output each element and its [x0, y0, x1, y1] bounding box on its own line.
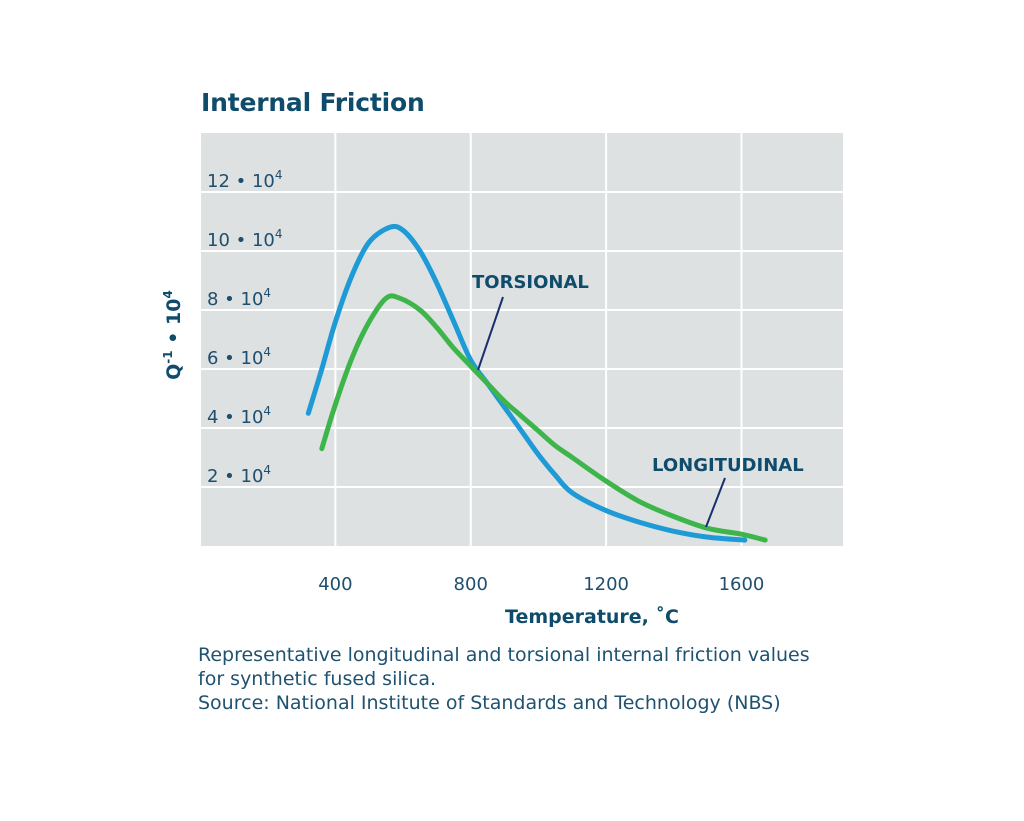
- x-tick-labels: 400 800 1200 1600: [318, 574, 764, 595]
- y-tick-label: 12 • 104: [207, 168, 283, 192]
- y-tick-label: 2 • 104: [207, 463, 271, 487]
- caption-line: for synthetic fused silica.: [198, 668, 437, 690]
- caption-line: Source: National Institute of Standards …: [198, 692, 781, 714]
- x-tick-label: 1600: [719, 574, 765, 595]
- y-tick-label: 6 • 104: [207, 345, 271, 369]
- y-tick-label: 10 • 104: [207, 227, 283, 251]
- y-tick-labels: 2 • 104 4 • 104 6 • 104 8 • 104 10 • 104 12 •…: [207, 168, 283, 487]
- torsional-annotation: TORSIONAL: [472, 272, 589, 293]
- annotations: TORSIONAL LONGITUDINAL: [472, 272, 804, 528]
- longitudinal-leader-line: [705, 477, 726, 528]
- torsional-leader-line: [477, 296, 504, 371]
- longitudinal-series-line: [319, 293, 768, 543]
- y-tick-label: 4 • 104: [207, 404, 271, 428]
- series: [305, 223, 768, 543]
- x-tick-label: 800: [454, 574, 488, 595]
- chart-title: Internal Friction: [201, 88, 425, 117]
- x-axis-label: Temperature, ˚C: [505, 605, 679, 628]
- x-tick-label: 1200: [583, 574, 629, 595]
- x-tick-label: 400: [318, 574, 352, 595]
- longitudinal-annotation: LONGITUDINAL: [652, 455, 804, 476]
- plot-background: [200, 133, 843, 546]
- grid: [199, 133, 843, 546]
- y-axis-label: Q-1 • 104: [161, 290, 185, 380]
- caption-line: Representative longitudinal and torsiona…: [198, 644, 810, 666]
- caption: Representative longitudinal and torsiona…: [198, 643, 810, 715]
- y-tick-label: 8 • 104: [207, 286, 271, 310]
